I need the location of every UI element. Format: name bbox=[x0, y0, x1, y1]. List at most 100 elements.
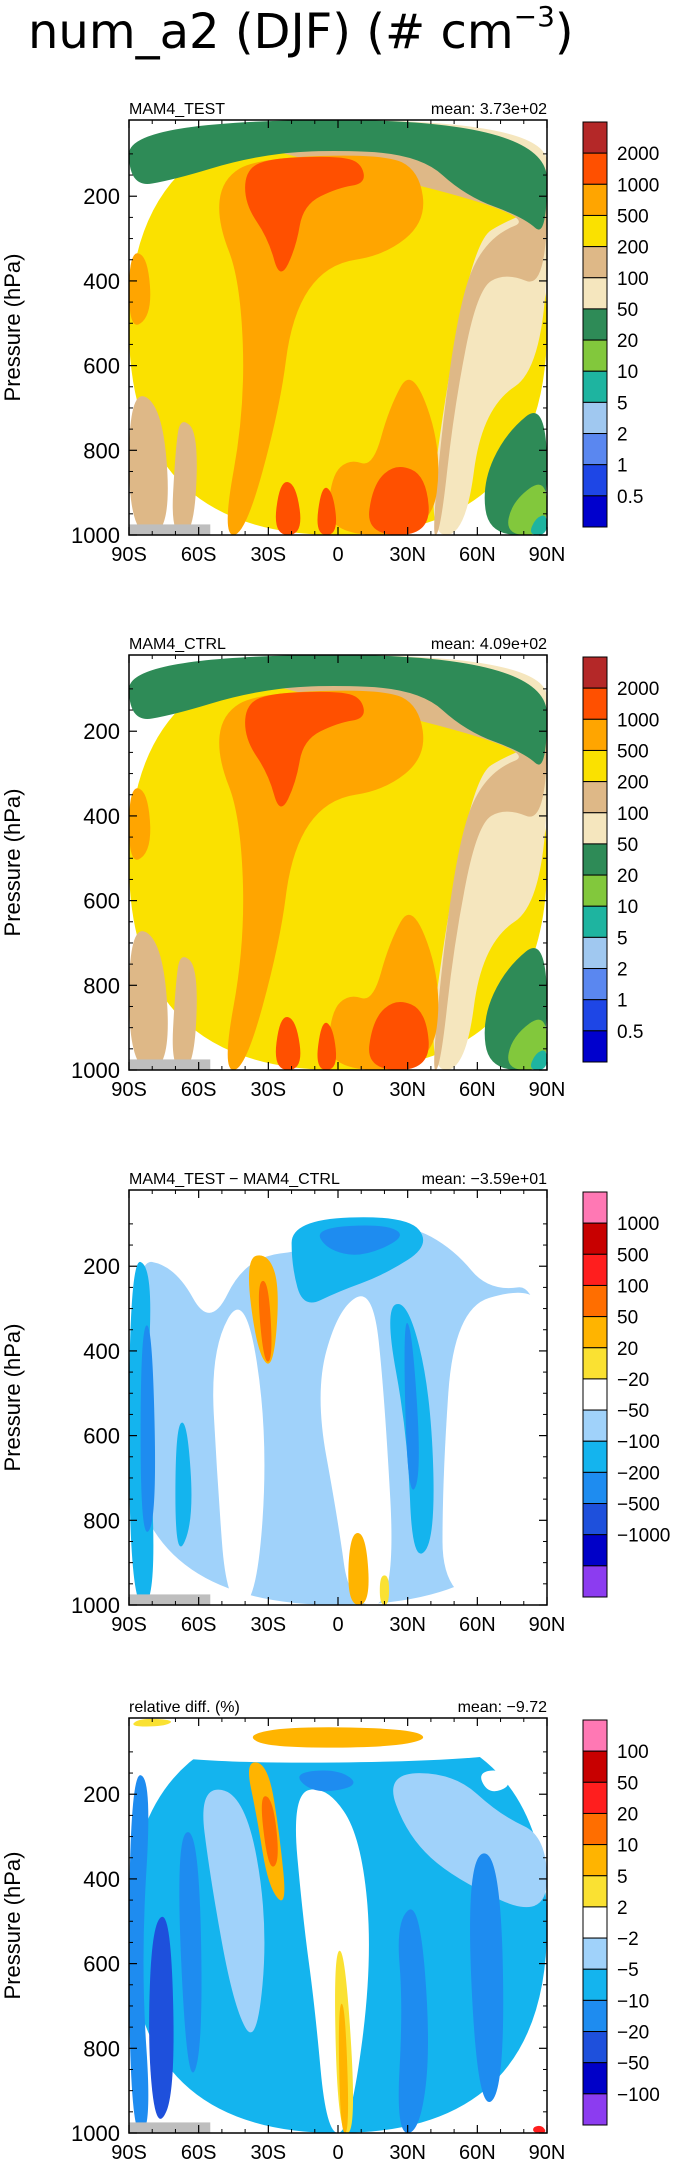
topography-mask bbox=[129, 1594, 211, 1605]
contour-region bbox=[275, 481, 301, 535]
y-tick-label: 800 bbox=[83, 973, 120, 998]
contour-region bbox=[233, 120, 547, 535]
x-tick-label: 90N bbox=[529, 2142, 566, 2164]
colorbar-label: 50 bbox=[617, 300, 638, 321]
colorbar-label: 5 bbox=[617, 928, 628, 949]
contour-region bbox=[203, 1789, 265, 2033]
colorbar-box bbox=[582, 121, 608, 154]
colorbar-box bbox=[582, 277, 608, 310]
contour-region bbox=[133, 1718, 172, 1727]
y-tick-label: 400 bbox=[83, 804, 120, 829]
colorbar-label: 1000 bbox=[617, 710, 659, 731]
colorbar-box bbox=[582, 905, 608, 938]
colorbar-box bbox=[582, 1906, 608, 1939]
colorbar-box bbox=[582, 749, 608, 783]
colorbar-box bbox=[582, 183, 608, 216]
colorbar-box bbox=[582, 936, 608, 970]
contour-region bbox=[219, 690, 424, 1070]
x-tick-label: 0 bbox=[332, 544, 343, 566]
panel-right-title: mean: 4.09e+02 bbox=[431, 636, 547, 653]
colorbar-box bbox=[582, 370, 608, 403]
x-tick-label: 30S bbox=[251, 1614, 287, 1636]
colorbar-box bbox=[582, 1875, 608, 1908]
colorbar-box bbox=[582, 812, 608, 845]
x-tick-label: 60S bbox=[181, 2142, 217, 2164]
colorbar-label: 20 bbox=[617, 331, 638, 352]
colorbar-label: −20 bbox=[617, 2023, 649, 2044]
contour-region bbox=[404, 1322, 419, 1490]
colorbar-box bbox=[582, 1316, 608, 1349]
contour-region bbox=[317, 487, 337, 535]
colorbar-box bbox=[582, 718, 608, 751]
topography-mask bbox=[129, 1059, 211, 1070]
colorbar-box bbox=[582, 2031, 608, 2064]
colorbar-label: 2000 bbox=[617, 144, 659, 165]
colorbar-box bbox=[582, 1471, 608, 1505]
contour-region bbox=[319, 1225, 400, 1255]
colorbar-label: −2 bbox=[617, 1929, 639, 1950]
y-tick-label: 1000 bbox=[71, 1593, 120, 1618]
colorbar-box bbox=[582, 781, 608, 814]
colorbar-label: −20 bbox=[617, 1370, 649, 1391]
colorbar-box bbox=[582, 843, 608, 876]
y-tick-label: 600 bbox=[83, 1952, 120, 1977]
y-tick-label: 200 bbox=[83, 1254, 120, 1279]
contour-region bbox=[172, 422, 197, 535]
contour-region bbox=[530, 515, 547, 535]
colorbar-label: 100 bbox=[617, 1276, 649, 1297]
colorbar-box bbox=[582, 1750, 608, 1783]
figure-title: num_a2 (DJF) (# cm−3) bbox=[28, 0, 574, 60]
y-tick-label: 800 bbox=[83, 2036, 120, 2061]
colorbar-label: 50 bbox=[617, 1308, 638, 1329]
contour-region bbox=[179, 1832, 202, 2073]
figure-title-superscript: −3 bbox=[514, 0, 555, 33]
colorbar-box bbox=[582, 1968, 608, 2001]
contour-region bbox=[348, 1533, 369, 1605]
contour-region bbox=[245, 691, 364, 807]
x-tick-label: 60N bbox=[459, 544, 496, 566]
colorbar-box bbox=[582, 433, 608, 466]
colorbar-box bbox=[582, 874, 608, 907]
colorbar-label: 2 bbox=[617, 425, 628, 446]
colorbar-box bbox=[582, 464, 608, 497]
plot-area bbox=[129, 1718, 547, 2133]
colorbar-box bbox=[582, 401, 608, 435]
contour-region bbox=[149, 1916, 174, 2119]
contour-region bbox=[398, 1909, 428, 2133]
panel-left-title: relative diff. (%) bbox=[129, 1699, 240, 1716]
contour-region bbox=[317, 1022, 337, 1070]
x-tick-label: 90N bbox=[529, 544, 566, 566]
colorbar-box bbox=[582, 1534, 608, 1567]
y-tick-label: 600 bbox=[83, 354, 120, 379]
colorbar-box bbox=[582, 339, 608, 372]
contour-region bbox=[129, 931, 168, 1070]
colorbar-box bbox=[582, 1999, 608, 2033]
x-tick-label: 90S bbox=[111, 1614, 147, 1636]
contour-region bbox=[129, 788, 151, 860]
colorbar-label: −100 bbox=[617, 1432, 660, 1453]
colorbar-label: 50 bbox=[617, 835, 638, 856]
colorbar-label: 10 bbox=[617, 897, 638, 918]
contour-region bbox=[320, 1296, 392, 1605]
colorbar-label: 10 bbox=[617, 1836, 638, 1857]
colorbar-box bbox=[582, 1812, 608, 1846]
contour-region bbox=[129, 1775, 149, 2133]
colorbar-label: 2 bbox=[617, 960, 628, 981]
y-axis-label: Pressure (hPa) bbox=[0, 1324, 25, 1472]
panel-relative-difference: relative diff. (%) mean: −9.72 90S 60S 30S 0 3… bbox=[0, 1699, 660, 2164]
contour-region bbox=[172, 957, 197, 1070]
contour-region bbox=[379, 1575, 390, 1605]
x-tick-label: 0 bbox=[332, 2142, 343, 2164]
colorbar-box bbox=[582, 1030, 608, 1063]
colorbar-label: 100 bbox=[617, 269, 649, 290]
x-tick-label: 30N bbox=[389, 1079, 426, 1101]
contour-region bbox=[219, 155, 424, 535]
contour-region bbox=[129, 253, 151, 325]
figure-title-close: ) bbox=[555, 4, 574, 60]
colorbar-label: −10 bbox=[617, 1991, 649, 2012]
colorbar-label: 0.5 bbox=[617, 1022, 643, 1043]
x-tick-label: 90S bbox=[111, 2142, 147, 2164]
x-tick-label: 60N bbox=[459, 1614, 496, 1636]
y-tick-label: 800 bbox=[83, 438, 120, 463]
